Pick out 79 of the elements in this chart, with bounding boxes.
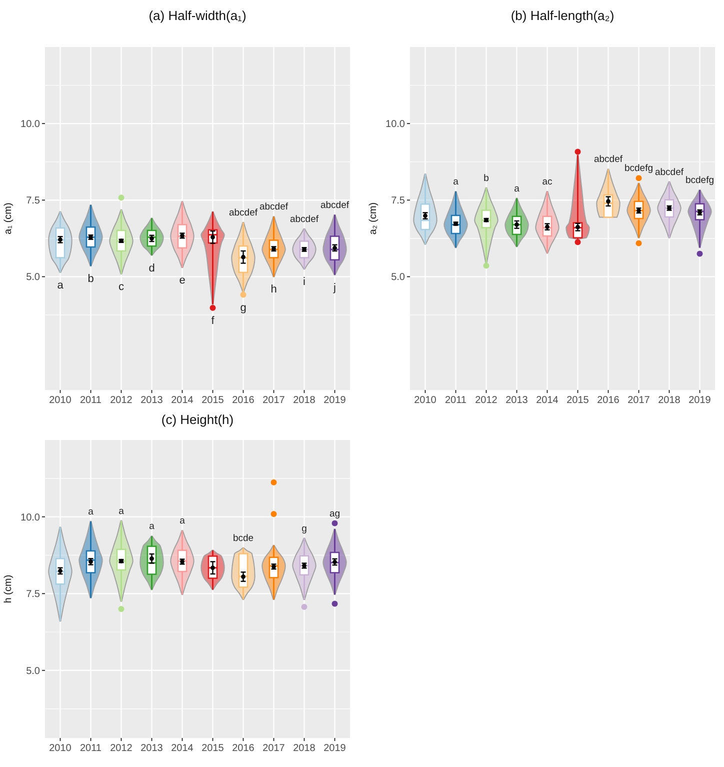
text: a bbox=[57, 279, 64, 292]
x-tick-label: 2019 bbox=[324, 395, 346, 406]
x-tick-label: 2018 bbox=[293, 395, 316, 406]
text: i bbox=[303, 276, 306, 288]
annotation: abcdef bbox=[654, 166, 684, 178]
x-tick-label: 2012 bbox=[110, 395, 133, 406]
annotation: abcdef bbox=[594, 154, 623, 166]
x-tick-label: 2017 bbox=[262, 743, 286, 754]
x-tick-label: 2016 bbox=[232, 395, 255, 406]
point bbox=[241, 574, 246, 579]
x-tick-label: 2014 bbox=[171, 743, 194, 754]
annotation: a bbox=[453, 176, 460, 188]
text: f bbox=[211, 314, 214, 327]
annotation: abcdef bbox=[320, 200, 350, 211]
x-tick-label: 2014 bbox=[171, 395, 194, 406]
x-tick-label: 2012 bbox=[110, 743, 133, 754]
x-tick-label: 2019 bbox=[324, 743, 346, 754]
y-axis-title: a₂ (cm) bbox=[368, 202, 379, 235]
x-tick-label: 2014 bbox=[536, 395, 559, 406]
y-tick-label: 5.0 bbox=[26, 272, 40, 284]
annotation: bcdefg bbox=[685, 175, 714, 186]
x-tick-label: 2011 bbox=[80, 395, 102, 406]
annotation: abcdef bbox=[290, 214, 319, 225]
annotation: a bbox=[149, 521, 156, 532]
point bbox=[150, 556, 154, 561]
chart-title: (a) Half-width(a₁) bbox=[148, 8, 246, 23]
x-tick-label: 2010 bbox=[49, 743, 72, 754]
y-tick-label: 10.0 bbox=[386, 119, 406, 130]
y-tick-label: 10.0 bbox=[20, 512, 40, 524]
annotation: a bbox=[88, 506, 94, 518]
y-axis-title: a₁ (cm) bbox=[3, 202, 14, 234]
x-tick-label: 2016 bbox=[597, 395, 620, 406]
x-tick-label: 2016 bbox=[232, 743, 255, 754]
y-tick-label: 5.0 bbox=[26, 666, 40, 677]
x-tick-label: 2017 bbox=[262, 395, 286, 406]
point bbox=[241, 254, 246, 260]
annotation: b bbox=[484, 172, 489, 184]
x-tick-label: 2011 bbox=[444, 395, 467, 406]
point bbox=[210, 566, 215, 570]
x-tick-label: 2015 bbox=[202, 743, 224, 754]
x-tick-label: 2013 bbox=[140, 743, 164, 754]
annotation: bcdefg bbox=[624, 163, 654, 174]
text: e bbox=[179, 274, 186, 286]
point bbox=[606, 199, 610, 204]
y-tick-label: 7.5 bbox=[26, 589, 40, 600]
x-tick-label: 2015 bbox=[202, 395, 224, 406]
x-tick-label: 2010 bbox=[414, 395, 437, 406]
x-tick-label: 2012 bbox=[475, 395, 498, 406]
annotation: a bbox=[514, 183, 520, 194]
text: h bbox=[270, 284, 277, 296]
text: d bbox=[148, 262, 155, 274]
text: c bbox=[118, 280, 124, 293]
y-axis-title: h (cm) bbox=[3, 574, 14, 604]
y-tick-label: 7.5 bbox=[26, 196, 40, 207]
x-tick-label: 2019 bbox=[688, 395, 712, 406]
annotation: a bbox=[118, 506, 125, 517]
chart-title: (b) Half-length(a₂) bbox=[510, 8, 614, 23]
annotation: bcde bbox=[232, 532, 254, 544]
y-tick-label: 7.5 bbox=[391, 196, 406, 207]
x-tick-label: 2010 bbox=[49, 395, 72, 406]
x-tick-label: 2011 bbox=[80, 743, 102, 754]
annotation: abcdef bbox=[228, 207, 258, 218]
chart-title: (c) Height(h) bbox=[161, 412, 234, 427]
text: j bbox=[334, 282, 336, 294]
text: g bbox=[240, 302, 246, 314]
annotation: ag bbox=[329, 508, 340, 520]
y-tick-label: 10.0 bbox=[20, 119, 40, 130]
x-tick-label: 2015 bbox=[566, 395, 590, 406]
x-tick-label: 2018 bbox=[658, 395, 681, 406]
annotation: a bbox=[180, 516, 186, 527]
x-tick-label: 2017 bbox=[628, 395, 650, 406]
annotation: ac bbox=[542, 176, 553, 188]
x-tick-label: 2013 bbox=[140, 395, 164, 406]
x-tick-label: 2013 bbox=[506, 395, 528, 406]
annotation: abcdef bbox=[259, 202, 288, 213]
x-tick-label: 2018 bbox=[293, 743, 316, 754]
y-tick-label: 5.0 bbox=[391, 272, 406, 284]
text: b bbox=[88, 272, 94, 285]
annotation: g bbox=[302, 523, 307, 534]
